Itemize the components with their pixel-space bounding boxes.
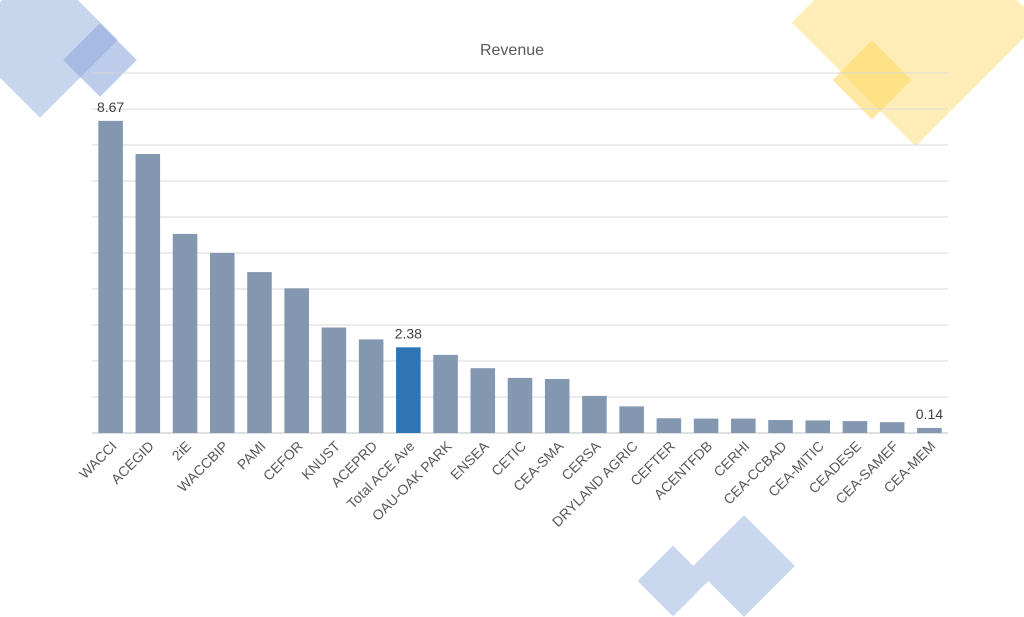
bar-cetic [507, 377, 533, 433]
bar-acegid [135, 154, 161, 433]
bar-2ie [172, 233, 198, 433]
bar-total-ace-ave [396, 347, 421, 433]
data-label: 8.67 [97, 99, 124, 115]
bar-cea-mitic [805, 420, 831, 433]
data-label: 0.14 [916, 406, 943, 422]
x-tick-label: PAMI [234, 438, 269, 473]
bar-cea-sma [544, 379, 570, 433]
bar-oau-oak-park [433, 354, 458, 433]
x-tick-label: CEFOR [260, 438, 306, 484]
bar-wacci [98, 120, 123, 433]
bar-cea-mem [917, 427, 942, 433]
data-label: 2.38 [395, 325, 422, 341]
bar-cersa [582, 395, 607, 433]
bar-aceprd [358, 339, 384, 433]
bar-cerhi [731, 418, 756, 433]
bar-waccbip [209, 253, 235, 433]
bar-ceadese [842, 421, 868, 433]
bar-pami [247, 272, 272, 433]
bar-cefor [284, 288, 309, 433]
x-tick-label: ENSEA [447, 437, 492, 482]
x-tick-label: 2iE [169, 438, 195, 464]
bar-cea-ccbad [768, 420, 793, 433]
bar-cefter [656, 418, 682, 433]
chart-title: Revenue [480, 42, 544, 59]
bar-knust [321, 327, 347, 433]
bar-ensea [470, 368, 496, 433]
bar-dryland-agric [619, 406, 644, 433]
bar-acentfdb [693, 418, 719, 433]
bar-cea-samef [879, 422, 905, 433]
